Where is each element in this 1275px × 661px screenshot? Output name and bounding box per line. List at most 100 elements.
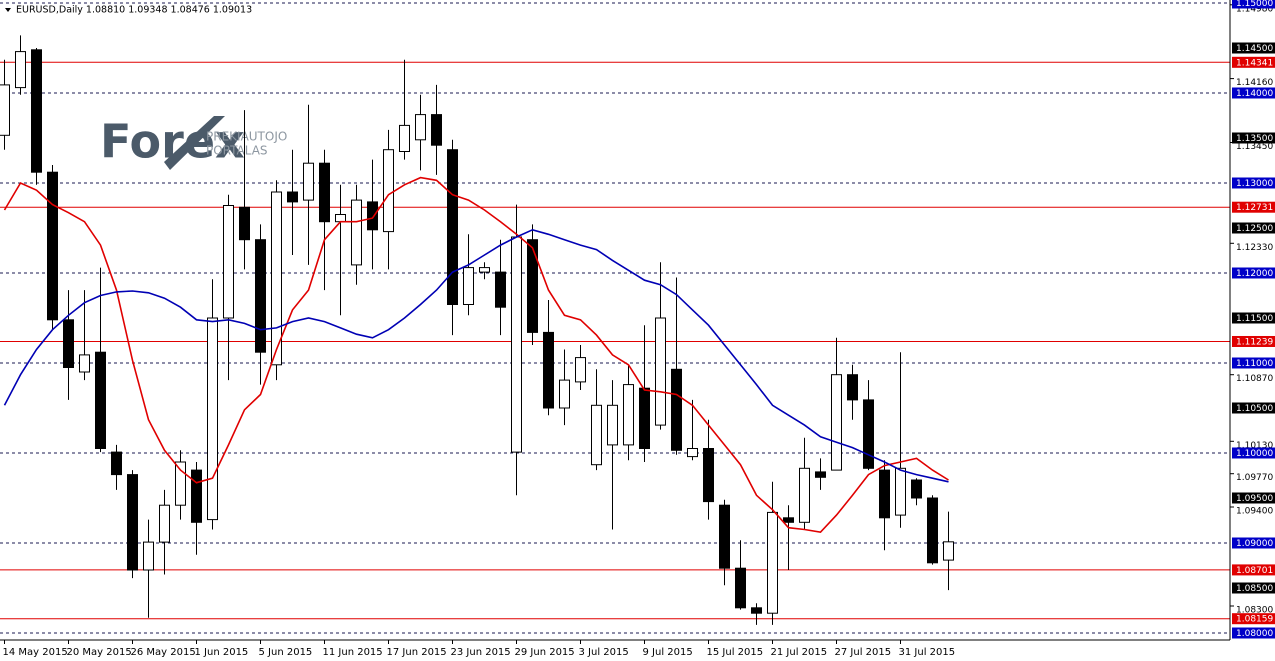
x-tick-label: 29 Jun 2015 <box>515 647 575 658</box>
y-tick-label: 1.09400 <box>1236 507 1273 517</box>
level-box <box>1232 201 1275 213</box>
candle-body <box>703 448 714 503</box>
candle-body <box>719 504 730 569</box>
y-tick-label: 1.10130 <box>1236 441 1273 451</box>
y-tick-label: 1.12330 <box>1236 243 1273 253</box>
candle-body <box>735 567 746 609</box>
level-label: 1.08500 <box>1236 584 1273 594</box>
x-tick-label: 1 Jun 2015 <box>195 647 249 658</box>
candle-body <box>847 374 858 401</box>
candle-body <box>399 124 410 153</box>
level-box <box>1232 492 1275 504</box>
candle-body <box>767 511 778 614</box>
candle-body <box>607 404 618 446</box>
level-box <box>1232 312 1275 324</box>
level-box <box>1232 335 1275 347</box>
level-box <box>1232 42 1275 54</box>
candle-body <box>911 479 922 499</box>
level-box <box>1232 627 1275 639</box>
level-box <box>1232 564 1275 576</box>
y-tick-label: 1.14980 <box>1236 4 1273 14</box>
y-tick-label: 1.13450 <box>1236 142 1273 152</box>
candle-body <box>239 206 250 241</box>
candle-body <box>383 149 394 233</box>
candle-body <box>543 331 554 409</box>
y-tick-label: 1.09770 <box>1236 473 1273 483</box>
candle-body <box>351 199 362 266</box>
candle-body <box>15 51 26 89</box>
candle-body <box>671 368 682 451</box>
x-tick-label: 5 Jun 2015 <box>259 647 313 658</box>
x-tick-label: 23 Jun 2015 <box>451 647 511 658</box>
candle-body <box>415 114 426 141</box>
candle-body <box>751 607 762 614</box>
watermark-line2: PORTALAS <box>206 144 268 158</box>
level-label: 1.13500 <box>1236 134 1273 144</box>
level-label: 1.13000 <box>1236 179 1273 189</box>
x-tick-label: 11 Jun 2015 <box>323 647 383 658</box>
candle-body <box>783 517 794 523</box>
candle-body <box>495 271 506 308</box>
level-box <box>1232 537 1275 549</box>
x-tick-label: 31 Jul 2015 <box>899 647 956 658</box>
candle-body <box>639 387 650 450</box>
level-label: 1.08000 <box>1236 629 1273 639</box>
indicator-line <box>3 176 949 534</box>
level-label: 1.12500 <box>1236 224 1273 234</box>
level-label: 1.14341 <box>1236 58 1273 68</box>
level-box <box>1232 56 1275 68</box>
candle-body <box>127 474 138 571</box>
candle-body <box>47 171 58 321</box>
candle-body <box>815 471 826 478</box>
x-tick-label: 14 May 2015 <box>3 647 68 658</box>
level-box <box>1232 222 1275 234</box>
candle-body <box>927 497 938 564</box>
candle-body <box>895 467 906 516</box>
candle-body <box>575 357 586 383</box>
candle-body <box>527 239 538 333</box>
candle-body <box>175 461 186 506</box>
candle-body <box>95 351 106 450</box>
candle-body <box>799 467 810 523</box>
candle-body <box>79 354 90 373</box>
level-box <box>1232 402 1275 414</box>
x-tick-label: 15 Jul 2015 <box>707 647 764 658</box>
x-tick-label: 27 Jul 2015 <box>835 647 892 658</box>
candle-body <box>367 201 378 231</box>
x-tick-label: 9 Jul 2015 <box>643 647 693 658</box>
candle-body <box>687 448 698 458</box>
candle-body <box>207 317 218 521</box>
level-label: 1.10000 <box>1236 449 1273 459</box>
level-box <box>1232 132 1275 144</box>
candle-body <box>431 114 442 146</box>
level-label: 1.14500 <box>1236 44 1273 54</box>
candle-body <box>143 541 154 571</box>
indicator-line <box>3 228 949 483</box>
level-label: 1.11000 <box>1236 359 1273 369</box>
level-label: 1.12731 <box>1236 203 1273 213</box>
candle-body <box>303 162 314 201</box>
level-box <box>1232 357 1275 369</box>
level-box <box>1232 613 1275 625</box>
watermark-slash <box>164 116 225 170</box>
candle-body <box>479 267 490 273</box>
x-tick-label: 17 Jun 2015 <box>387 647 447 658</box>
candle-body <box>319 162 330 223</box>
watermark: Forex PREKIAUTOJO PORTALAS <box>100 115 287 170</box>
candle-body <box>111 451 122 476</box>
menu-arrow[interactable] <box>5 8 11 12</box>
candle-body <box>591 404 602 466</box>
candle-body <box>223 205 234 319</box>
candle-body <box>623 384 634 446</box>
candle-body <box>191 469 202 523</box>
level-label: 1.15000 <box>1236 0 1273 9</box>
level-label: 1.14000 <box>1236 89 1273 99</box>
candle-body <box>863 399 874 469</box>
level-label: 1.08159 <box>1236 615 1273 625</box>
candle-body <box>831 374 842 471</box>
candle-body <box>159 504 170 543</box>
candle-body <box>63 319 74 368</box>
level-label: 1.08701 <box>1236 566 1273 576</box>
level-label: 1.10500 <box>1236 404 1273 414</box>
